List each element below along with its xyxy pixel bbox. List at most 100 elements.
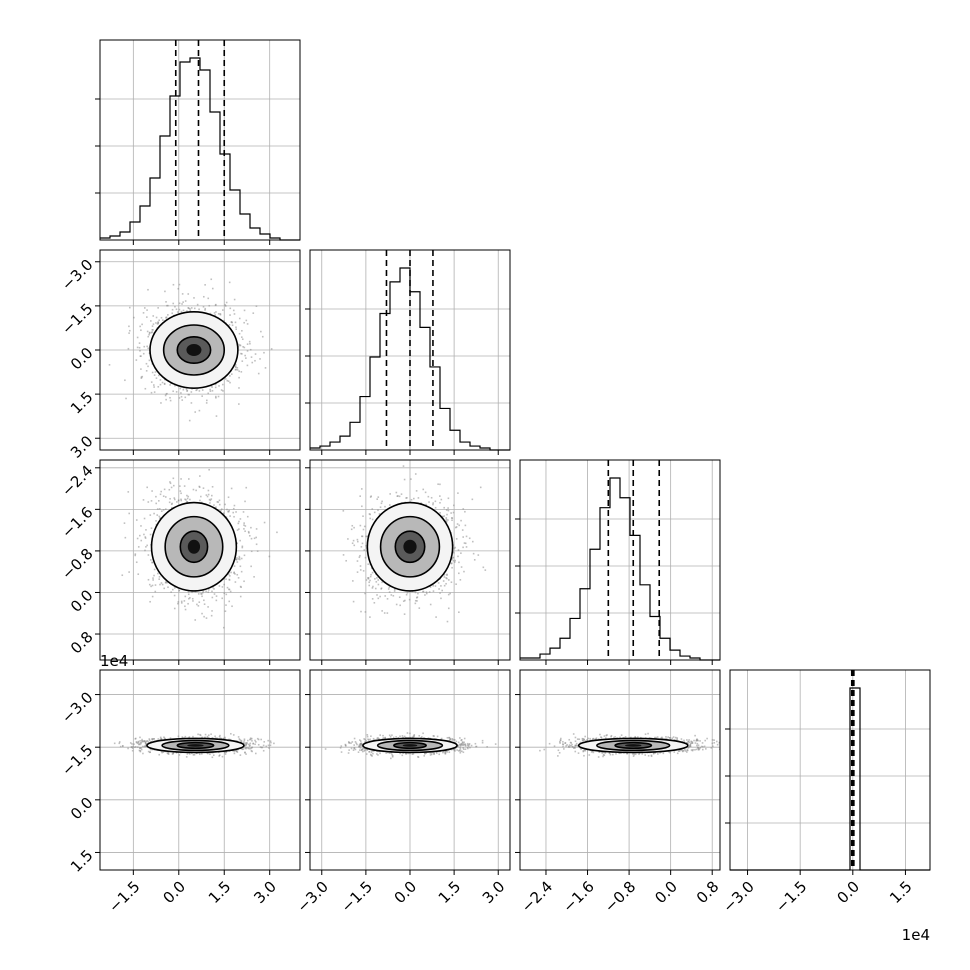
scatter-point: [356, 571, 359, 573]
scatter-point: [194, 590, 197, 593]
scatter-point: [177, 287, 180, 290]
scatter-point: [212, 586, 214, 589]
scatter-point: [462, 536, 464, 538]
scatter-point: [206, 495, 209, 498]
scatter-point: [149, 533, 152, 536]
scatter-point: [365, 545, 367, 547]
scatter-point: [170, 486, 173, 489]
scatter-point: [392, 455, 394, 457]
scatter-point: [434, 506, 437, 509]
scatter-point: [142, 499, 145, 501]
scatter-point: [185, 499, 187, 501]
scatter-point: [452, 511, 455, 514]
scatter-point: [255, 528, 258, 530]
scatter-point: [235, 558, 238, 561]
scatter-point: [137, 546, 140, 548]
scatter-point: [189, 309, 192, 312]
scatter-point: [148, 583, 151, 586]
scatter-point: [203, 615, 205, 618]
scatter-point: [187, 393, 190, 396]
scatter-point: [166, 304, 168, 307]
scatter-point: [369, 517, 372, 520]
scatter-point: [128, 329, 131, 332]
scatter-point: [210, 498, 213, 500]
scatter-point: [145, 546, 147, 548]
scatter-point: [134, 554, 137, 557]
scatter-point: [140, 747, 143, 749]
scatter-point: [180, 498, 182, 501]
scatter-point: [243, 346, 246, 349]
scatter-point: [418, 607, 421, 609]
scatter-point: [218, 585, 221, 587]
scatter-point: [154, 590, 157, 593]
scatter-point: [439, 495, 441, 497]
scatter-point: [204, 307, 207, 310]
scatter-point: [184, 595, 187, 598]
scatter-point: [133, 316, 135, 319]
scatter-point: [220, 508, 223, 510]
scatter-point: [218, 503, 221, 506]
scatter-point: [145, 529, 147, 531]
scatter-point: [218, 499, 221, 502]
panel-frame: [729, 669, 931, 871]
scatter-point: [249, 738, 252, 741]
scatter-point: [241, 353, 243, 355]
scatter-point: [211, 485, 214, 488]
scatter-point: [414, 591, 417, 594]
pair-panel-3-1: [95, 459, 301, 665]
scatter-point: [164, 496, 167, 498]
scatter-point: [447, 497, 450, 500]
scatter-point: [207, 591, 210, 594]
scatter-point: [128, 512, 131, 515]
scatter-point: [182, 301, 184, 303]
scatter-point: [484, 569, 487, 571]
scatter-point: [198, 753, 201, 756]
scatter-point: [149, 600, 151, 603]
scatter-point: [446, 577, 448, 580]
scatter-point: [455, 538, 458, 540]
scatter-point: [236, 369, 239, 371]
scatter-point: [432, 584, 434, 587]
scatter-point: [387, 588, 390, 590]
scatter-point: [250, 526, 252, 529]
scatter-point: [244, 744, 246, 747]
scatter-point: [256, 737, 259, 740]
scatter-point: [147, 554, 150, 556]
scatter-point: [359, 565, 362, 567]
scatter-point: [125, 397, 127, 400]
scatter-point: [243, 554, 246, 557]
scatter-point: [234, 573, 236, 575]
scatter-point: [158, 576, 161, 578]
scatter-point: [226, 379, 229, 382]
scatter-point: [451, 558, 453, 560]
scatter-point: [250, 356, 253, 358]
scatter-point: [184, 300, 187, 302]
scatter-point: [413, 497, 415, 500]
scatter-point: [194, 619, 197, 621]
scatter-point: [156, 508, 159, 510]
scatter-point: [453, 547, 456, 550]
scatter-point: [167, 586, 169, 589]
scatter-point: [243, 580, 245, 583]
scatter-point: [128, 325, 130, 328]
scatter-point: [450, 562, 453, 564]
scatter-point: [213, 593, 216, 595]
scatter-point: [178, 283, 181, 286]
scatter-point: [367, 563, 370, 565]
scatter-point: [427, 495, 430, 498]
scatter-point: [184, 735, 187, 738]
scatter-point: [406, 497, 408, 499]
scatter-point: [198, 601, 201, 603]
scatter-point: [220, 389, 223, 391]
scatter-point: [193, 307, 196, 310]
scatter-point: [273, 742, 275, 745]
scatter-point: [160, 582, 163, 584]
scatter-point: [386, 612, 389, 614]
scatter-point: [163, 587, 166, 590]
scatter-point: [230, 373, 233, 375]
scatter-point: [136, 336, 139, 339]
scatter-point: [139, 325, 141, 328]
scatter-point: [151, 490, 153, 492]
scatter-point: [156, 514, 159, 516]
scatter-point: [239, 565, 242, 568]
